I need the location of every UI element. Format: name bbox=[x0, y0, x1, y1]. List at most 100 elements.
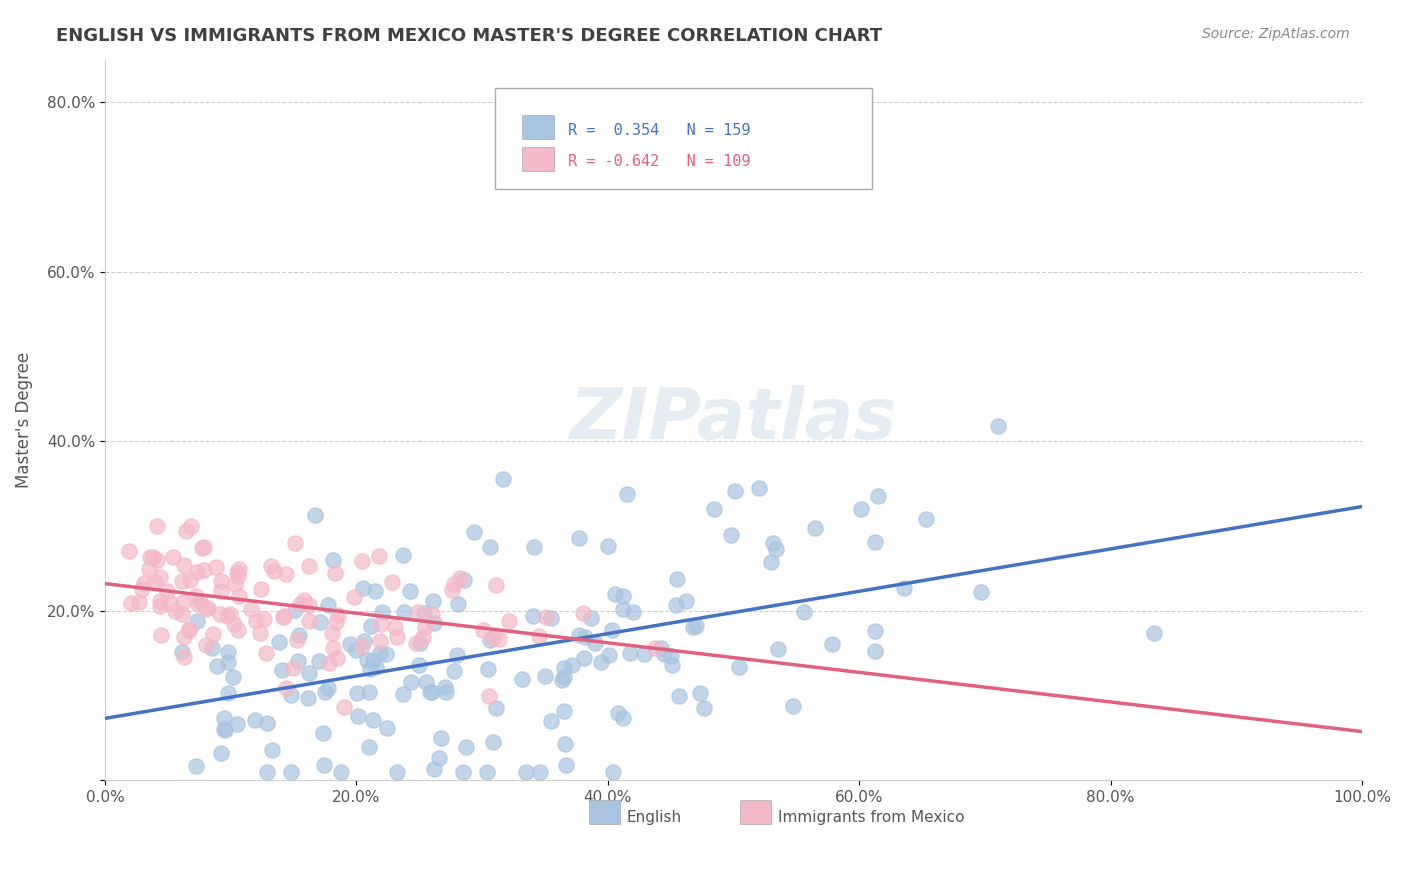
Point bbox=[652, 647, 675, 661]
Point bbox=[149, 570, 172, 584]
Point bbox=[173, 558, 195, 572]
Point bbox=[375, 721, 398, 735]
Point bbox=[478, 633, 501, 648]
Point bbox=[360, 619, 382, 633]
Point bbox=[222, 617, 245, 632]
Point bbox=[215, 608, 238, 623]
Point bbox=[606, 706, 628, 720]
Point bbox=[322, 641, 344, 656]
Point bbox=[288, 628, 311, 642]
Point bbox=[399, 583, 422, 598]
Point bbox=[274, 681, 297, 695]
Point bbox=[488, 632, 510, 646]
Point bbox=[190, 594, 212, 608]
Point bbox=[298, 558, 321, 573]
Point bbox=[600, 623, 623, 637]
Point bbox=[339, 636, 361, 650]
Point bbox=[226, 566, 249, 580]
Point bbox=[245, 614, 267, 628]
Point bbox=[385, 764, 408, 779]
Point bbox=[540, 611, 562, 625]
Point bbox=[762, 536, 785, 550]
Point bbox=[254, 646, 277, 660]
FancyBboxPatch shape bbox=[523, 115, 554, 139]
Point bbox=[193, 541, 215, 555]
Point bbox=[298, 666, 321, 681]
Point bbox=[128, 595, 150, 609]
Point bbox=[534, 669, 557, 683]
Point bbox=[759, 555, 782, 569]
Point bbox=[209, 574, 232, 589]
Point bbox=[363, 653, 385, 667]
Point bbox=[510, 672, 533, 686]
Point bbox=[145, 574, 167, 589]
Point bbox=[553, 661, 575, 675]
Point bbox=[477, 662, 499, 676]
Point bbox=[893, 581, 915, 595]
Point bbox=[661, 658, 683, 673]
Point bbox=[481, 735, 503, 749]
Point bbox=[138, 562, 160, 576]
Point bbox=[285, 632, 308, 647]
Point bbox=[297, 598, 319, 612]
Point bbox=[659, 649, 682, 664]
FancyBboxPatch shape bbox=[523, 147, 554, 170]
Point bbox=[186, 590, 208, 604]
Point bbox=[243, 713, 266, 727]
Point bbox=[693, 701, 716, 715]
Point bbox=[219, 607, 242, 621]
Point bbox=[970, 585, 993, 599]
Point bbox=[322, 553, 344, 567]
Point bbox=[515, 764, 537, 779]
Point bbox=[612, 711, 634, 725]
Point bbox=[212, 723, 235, 737]
Point bbox=[139, 550, 162, 565]
Point bbox=[406, 605, 429, 619]
Point bbox=[195, 638, 218, 652]
Point bbox=[256, 716, 278, 731]
Point bbox=[318, 656, 340, 670]
Point bbox=[170, 645, 193, 659]
Y-axis label: Master's Degree: Master's Degree bbox=[15, 351, 32, 488]
Point bbox=[162, 550, 184, 565]
Point bbox=[419, 685, 441, 699]
Point bbox=[280, 689, 302, 703]
Point bbox=[527, 629, 550, 643]
Point bbox=[353, 634, 375, 648]
Point bbox=[484, 578, 506, 592]
Point bbox=[364, 660, 387, 674]
Point bbox=[491, 472, 513, 486]
Point bbox=[228, 562, 250, 576]
Point bbox=[782, 698, 804, 713]
Point bbox=[297, 690, 319, 705]
Point bbox=[308, 615, 330, 629]
Point bbox=[422, 594, 444, 608]
Point bbox=[703, 501, 725, 516]
Point bbox=[179, 573, 201, 587]
Point bbox=[522, 608, 544, 623]
Point bbox=[423, 762, 446, 776]
Point bbox=[561, 658, 583, 673]
Point bbox=[326, 608, 349, 623]
Point bbox=[633, 647, 655, 661]
Point bbox=[534, 609, 557, 624]
Point bbox=[316, 599, 339, 613]
Point bbox=[720, 528, 742, 542]
Point bbox=[555, 757, 578, 772]
Point bbox=[172, 574, 194, 588]
Point bbox=[572, 650, 595, 665]
Text: Source: ZipAtlas.com: Source: ZipAtlas.com bbox=[1202, 27, 1350, 41]
Point bbox=[149, 593, 172, 607]
Point bbox=[263, 565, 285, 579]
Point bbox=[344, 642, 367, 657]
Point bbox=[427, 751, 450, 765]
Point bbox=[368, 646, 391, 660]
Point bbox=[222, 669, 245, 683]
Point bbox=[603, 587, 626, 601]
Point bbox=[357, 739, 380, 754]
Point bbox=[821, 636, 844, 650]
Point bbox=[212, 711, 235, 725]
Point bbox=[392, 605, 415, 619]
Point bbox=[420, 607, 443, 621]
Point bbox=[529, 764, 551, 779]
